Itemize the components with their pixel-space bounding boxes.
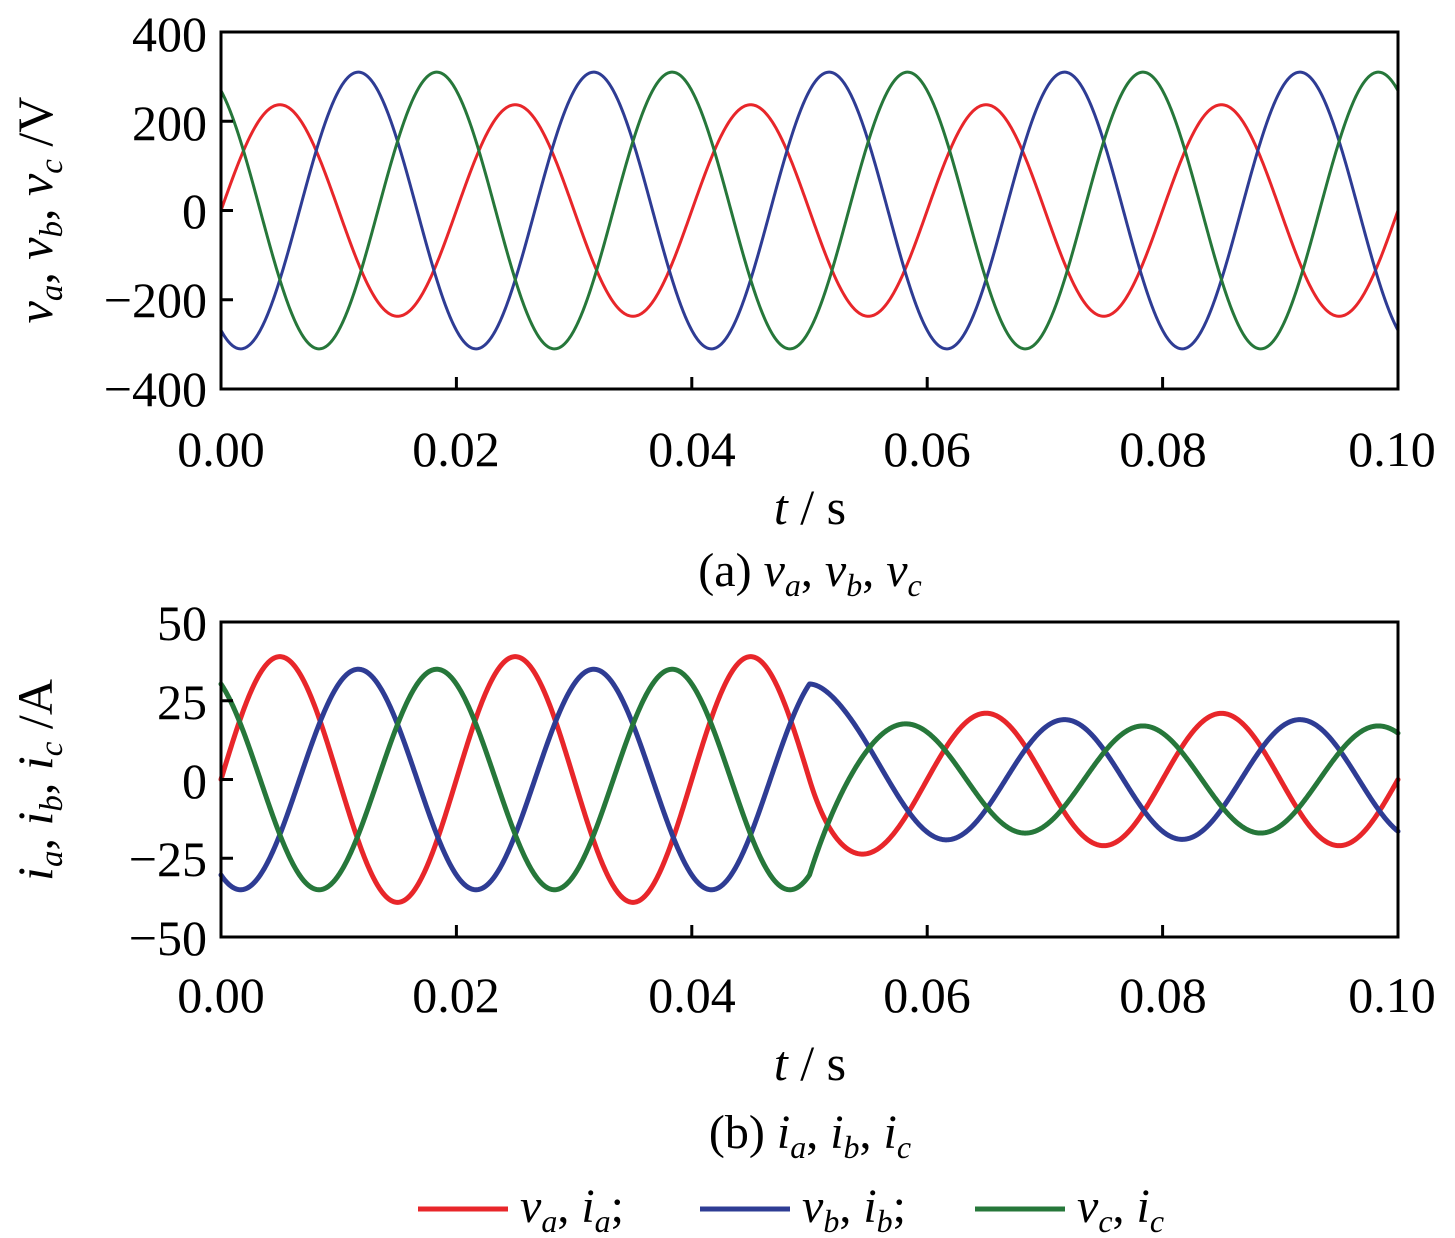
panel-a-ytick-label: −200	[104, 272, 207, 328]
panel-b-x-axis-label: t / s	[774, 1035, 846, 1091]
panel-b-ytick-label: −50	[129, 910, 207, 966]
panel-b-xtick-label: 0.06	[883, 967, 971, 1023]
panel-b-xtick-label: 0.04	[648, 967, 736, 1023]
panel-b-current: 50 25 0 −25 −50 0.00 0.02 0.04 0.06 0.08…	[7, 595, 1436, 1165]
legend-label-c: vc, ic	[1077, 1180, 1164, 1238]
panel-a-y-axis-label: va, vb, vc /V	[7, 97, 70, 324]
panel-b-xtick-label: 0.02	[412, 967, 500, 1023]
panel-b-caption: (b) ia, ib, ic	[709, 1106, 911, 1165]
panel-b-xtick-label: 0.10	[1348, 967, 1436, 1023]
panel-a-xtick-label: 0.04	[648, 421, 736, 477]
panel-b-xtick-label: 0.08	[1119, 967, 1207, 1023]
panel-a-ytick-label: −400	[104, 361, 207, 417]
panel-a-xtick-label: 0.02	[412, 421, 500, 477]
panel-a-xtick-label: 0.00	[177, 421, 265, 477]
panel-a-ytick-label: 0	[182, 183, 207, 239]
panel-a-voltage: 400 200 0 −200 −400 0.00 0.02 0.04 0.06 …	[7, 6, 1436, 603]
panel-a-xtick-label: 0.06	[883, 421, 971, 477]
panel-a-xtick-label: 0.10	[1348, 421, 1436, 477]
series-line-va	[219, 103, 1400, 318]
panel-b-traces	[218, 654, 1401, 905]
panel-b-ticks	[219, 620, 1400, 939]
panel-a-ytick-label: 200	[132, 95, 207, 151]
panel-a-traces	[219, 70, 1400, 351]
legend-label-a: va, ia;	[520, 1180, 624, 1238]
panel-b-ytick-label: −25	[129, 831, 207, 887]
panel-a-xtick-label: 0.08	[1119, 421, 1207, 477]
panel-b-ytick-label: 50	[157, 595, 207, 651]
panel-b-ytick-label: 0	[182, 753, 207, 809]
series-line-ia	[218, 654, 1401, 905]
panel-b-ytick-label: 25	[157, 674, 207, 730]
series-line-ib	[218, 666, 1401, 893]
panel-a-ytick-label: 400	[132, 6, 207, 62]
series-line-ic	[218, 666, 1401, 893]
panel-b-y-axis-label: ia, ib, ic /A	[7, 679, 70, 881]
legend-label-b: vb, ib;	[802, 1180, 906, 1238]
panel-a-x-axis-label: t / s	[774, 479, 846, 535]
series-line-vc	[219, 70, 1400, 351]
panel-a-ticks	[219, 30, 1400, 391]
panel-a-caption: (a) va, vb, vc	[698, 544, 921, 603]
legend: va, ia; vb, ib; vc, ic	[418, 1180, 1164, 1238]
panel-b-xtick-label: 0.00	[177, 967, 265, 1023]
series-line-vb	[219, 70, 1400, 351]
